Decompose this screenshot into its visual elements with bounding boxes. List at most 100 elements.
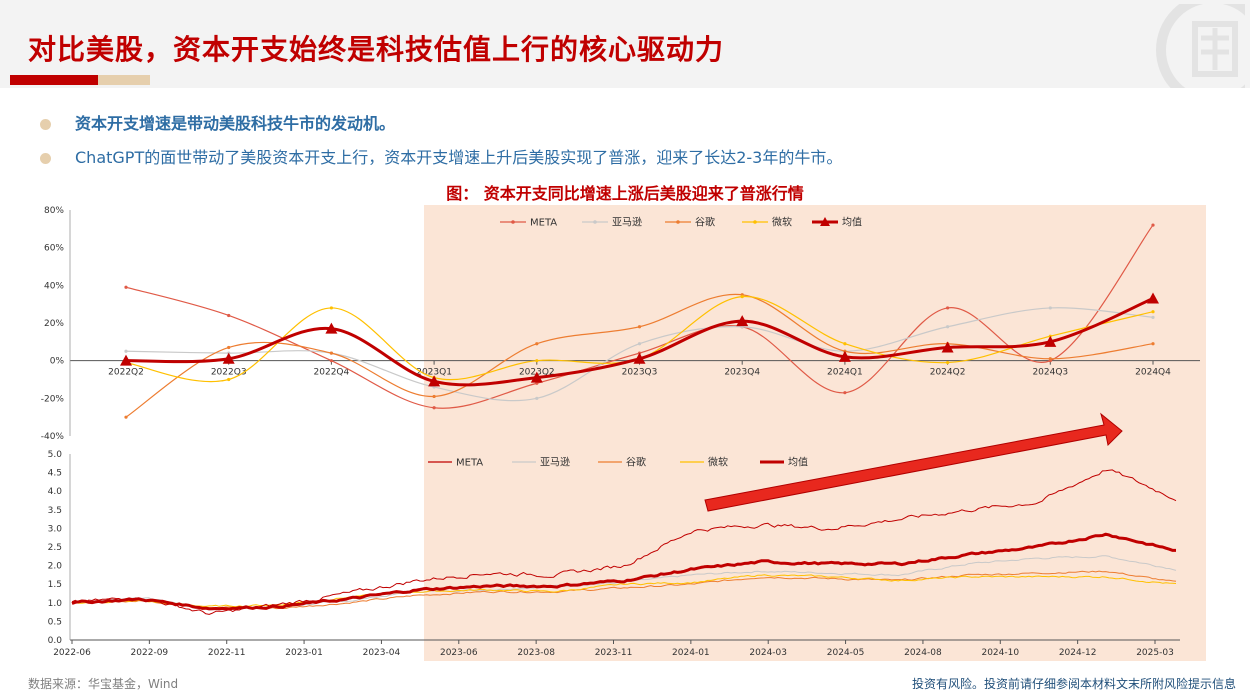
bullet-dot-icon [40, 119, 51, 130]
title-underline-red [10, 75, 98, 85]
y-tick-label: 0.5 [48, 617, 62, 627]
legend-label: 谷歌 [695, 216, 715, 229]
legend-label: 亚马逊 [540, 457, 570, 469]
data-point [535, 396, 539, 400]
x-tick-label: 2024Q1 [827, 368, 863, 378]
x-tick-label: 2022-09 [131, 648, 169, 658]
x-tick-label: 2023-01 [285, 648, 323, 658]
y-tick-label: 20% [44, 319, 64, 329]
y-tick-label: 0.0 [48, 636, 63, 646]
data-point [329, 306, 333, 310]
y-tick-label: 4.5 [48, 469, 62, 479]
x-tick-label: 2025-03 [1136, 648, 1174, 658]
data-point [329, 359, 333, 363]
data-point [946, 360, 950, 365]
watermark-logo-icon [1156, 4, 1245, 88]
x-tick-label: 2022-11 [208, 648, 246, 658]
x-tick-label: 2022-06 [53, 648, 91, 658]
data-point [1151, 223, 1155, 227]
data-point-triangle [530, 371, 543, 383]
x-tick-label: 2023-06 [440, 648, 478, 658]
data-point [227, 377, 231, 382]
chart-title: 图： 资本开支同比增速上涨后美股迎来了普涨行情 [446, 184, 804, 203]
legend-marker [753, 220, 757, 224]
y-tick-label: 3.5 [48, 506, 62, 516]
legend-label: 微软 [772, 216, 792, 229]
data-point [432, 406, 436, 410]
daily-series-line-4 [71, 532, 1176, 611]
data-point [843, 391, 847, 395]
data-point [124, 349, 128, 353]
x-tick-label: 2023-08 [517, 648, 555, 658]
legend-label: 均值 [842, 216, 862, 229]
y-tick-label: -40% [41, 432, 65, 442]
x-tick-label: 2023Q3 [622, 368, 658, 378]
x-tick-label: 2024-10 [981, 648, 1019, 658]
x-tick-label: 2024-03 [749, 648, 787, 658]
y-tick-label: 2.5 [48, 543, 62, 553]
data-point-triangle [325, 322, 338, 334]
x-tick-label: 2022Q4 [314, 368, 350, 378]
x-tick-label: 2022Q3 [211, 368, 247, 378]
data-point [124, 285, 128, 289]
data-point-triangle [838, 350, 851, 362]
y-tick-label: 60% [44, 244, 64, 254]
y-tick-label: -20% [41, 394, 65, 404]
y-tick-label: 80% [44, 206, 64, 216]
trend-arrow-icon [704, 412, 1123, 512]
data-point [740, 295, 744, 299]
x-tick-label: 2024-01 [672, 648, 710, 658]
y-tick-label: 3.0 [48, 524, 63, 534]
legend-label: 均值 [788, 456, 808, 469]
legend-marker [820, 217, 830, 226]
legend-marker [676, 220, 680, 224]
data-point [637, 325, 642, 329]
page-title: 对比美股，资本开支始终是科技估值上行的核心驱动力 [28, 33, 725, 66]
data-point-triangle [941, 341, 954, 353]
data-point [946, 325, 950, 329]
legend-label: 微软 [708, 456, 728, 469]
bullet-list: 资本开支增速是带动美股科技牛市的发动机。 ChatGPT的面世带动了美股资本开支… [40, 111, 842, 179]
x-tick-label: 2024Q3 [1032, 368, 1068, 378]
data-point [432, 394, 436, 399]
data-point [124, 415, 128, 419]
data-point-triangle [120, 354, 132, 366]
x-tick-label: 2023-11 [595, 648, 633, 658]
y-tick-label: 2.0 [48, 562, 63, 572]
data-point-triangle [428, 375, 441, 387]
bullet-text: 资本开支增速是带动美股科技牛市的发动机。 [75, 114, 396, 133]
data-point-triangle [736, 315, 749, 327]
title-underline-tan [98, 75, 150, 85]
data-point [1151, 310, 1155, 314]
data-source: 数据来源：华宝基金，Wind [28, 677, 179, 691]
data-point [227, 345, 231, 350]
data-point [946, 306, 950, 310]
risk-disclaimer: 投资有风险。投资前请仔细参阅本材料文末所附风险提示信息 [911, 677, 1236, 691]
x-tick-label: 2023Q4 [724, 368, 760, 378]
x-tick-label: 2024Q4 [1135, 368, 1171, 378]
bullet-dot-icon [40, 153, 51, 164]
y-tick-label: 4.0 [48, 487, 63, 497]
y-tick-label: 0% [50, 357, 65, 367]
data-point-triangle [1044, 335, 1057, 347]
data-point [1048, 306, 1052, 310]
daily-series-line-3 [71, 574, 1177, 608]
x-tick-label: 2024-08 [904, 648, 942, 658]
bullet-text: ChatGPT的面世带动了美股资本开支上行，资本开支增速上升后美股实现了普涨，迎… [75, 148, 843, 167]
x-tick-label: 2024-12 [1059, 648, 1097, 658]
data-point-triangle [633, 352, 646, 364]
bullet-item: 资本开支增速是带动美股科技牛市的发动机。 [40, 111, 842, 145]
x-tick-label: 2024Q2 [930, 368, 966, 378]
legend-label: META [456, 458, 483, 469]
data-point [227, 313, 231, 318]
data-point [1151, 342, 1155, 346]
data-point-triangle [222, 352, 235, 364]
x-tick-label: 2024-05 [827, 648, 865, 658]
data-point [535, 342, 539, 346]
y-tick-label: 40% [44, 281, 64, 291]
data-point [637, 342, 642, 346]
legend-marker [511, 220, 515, 224]
legend-label: 亚马逊 [612, 217, 642, 229]
bullet-item: ChatGPT的面世带动了美股资本开支上行，资本开支增速上升后美股实现了普涨，迎… [40, 145, 842, 179]
data-point [1048, 357, 1052, 361]
